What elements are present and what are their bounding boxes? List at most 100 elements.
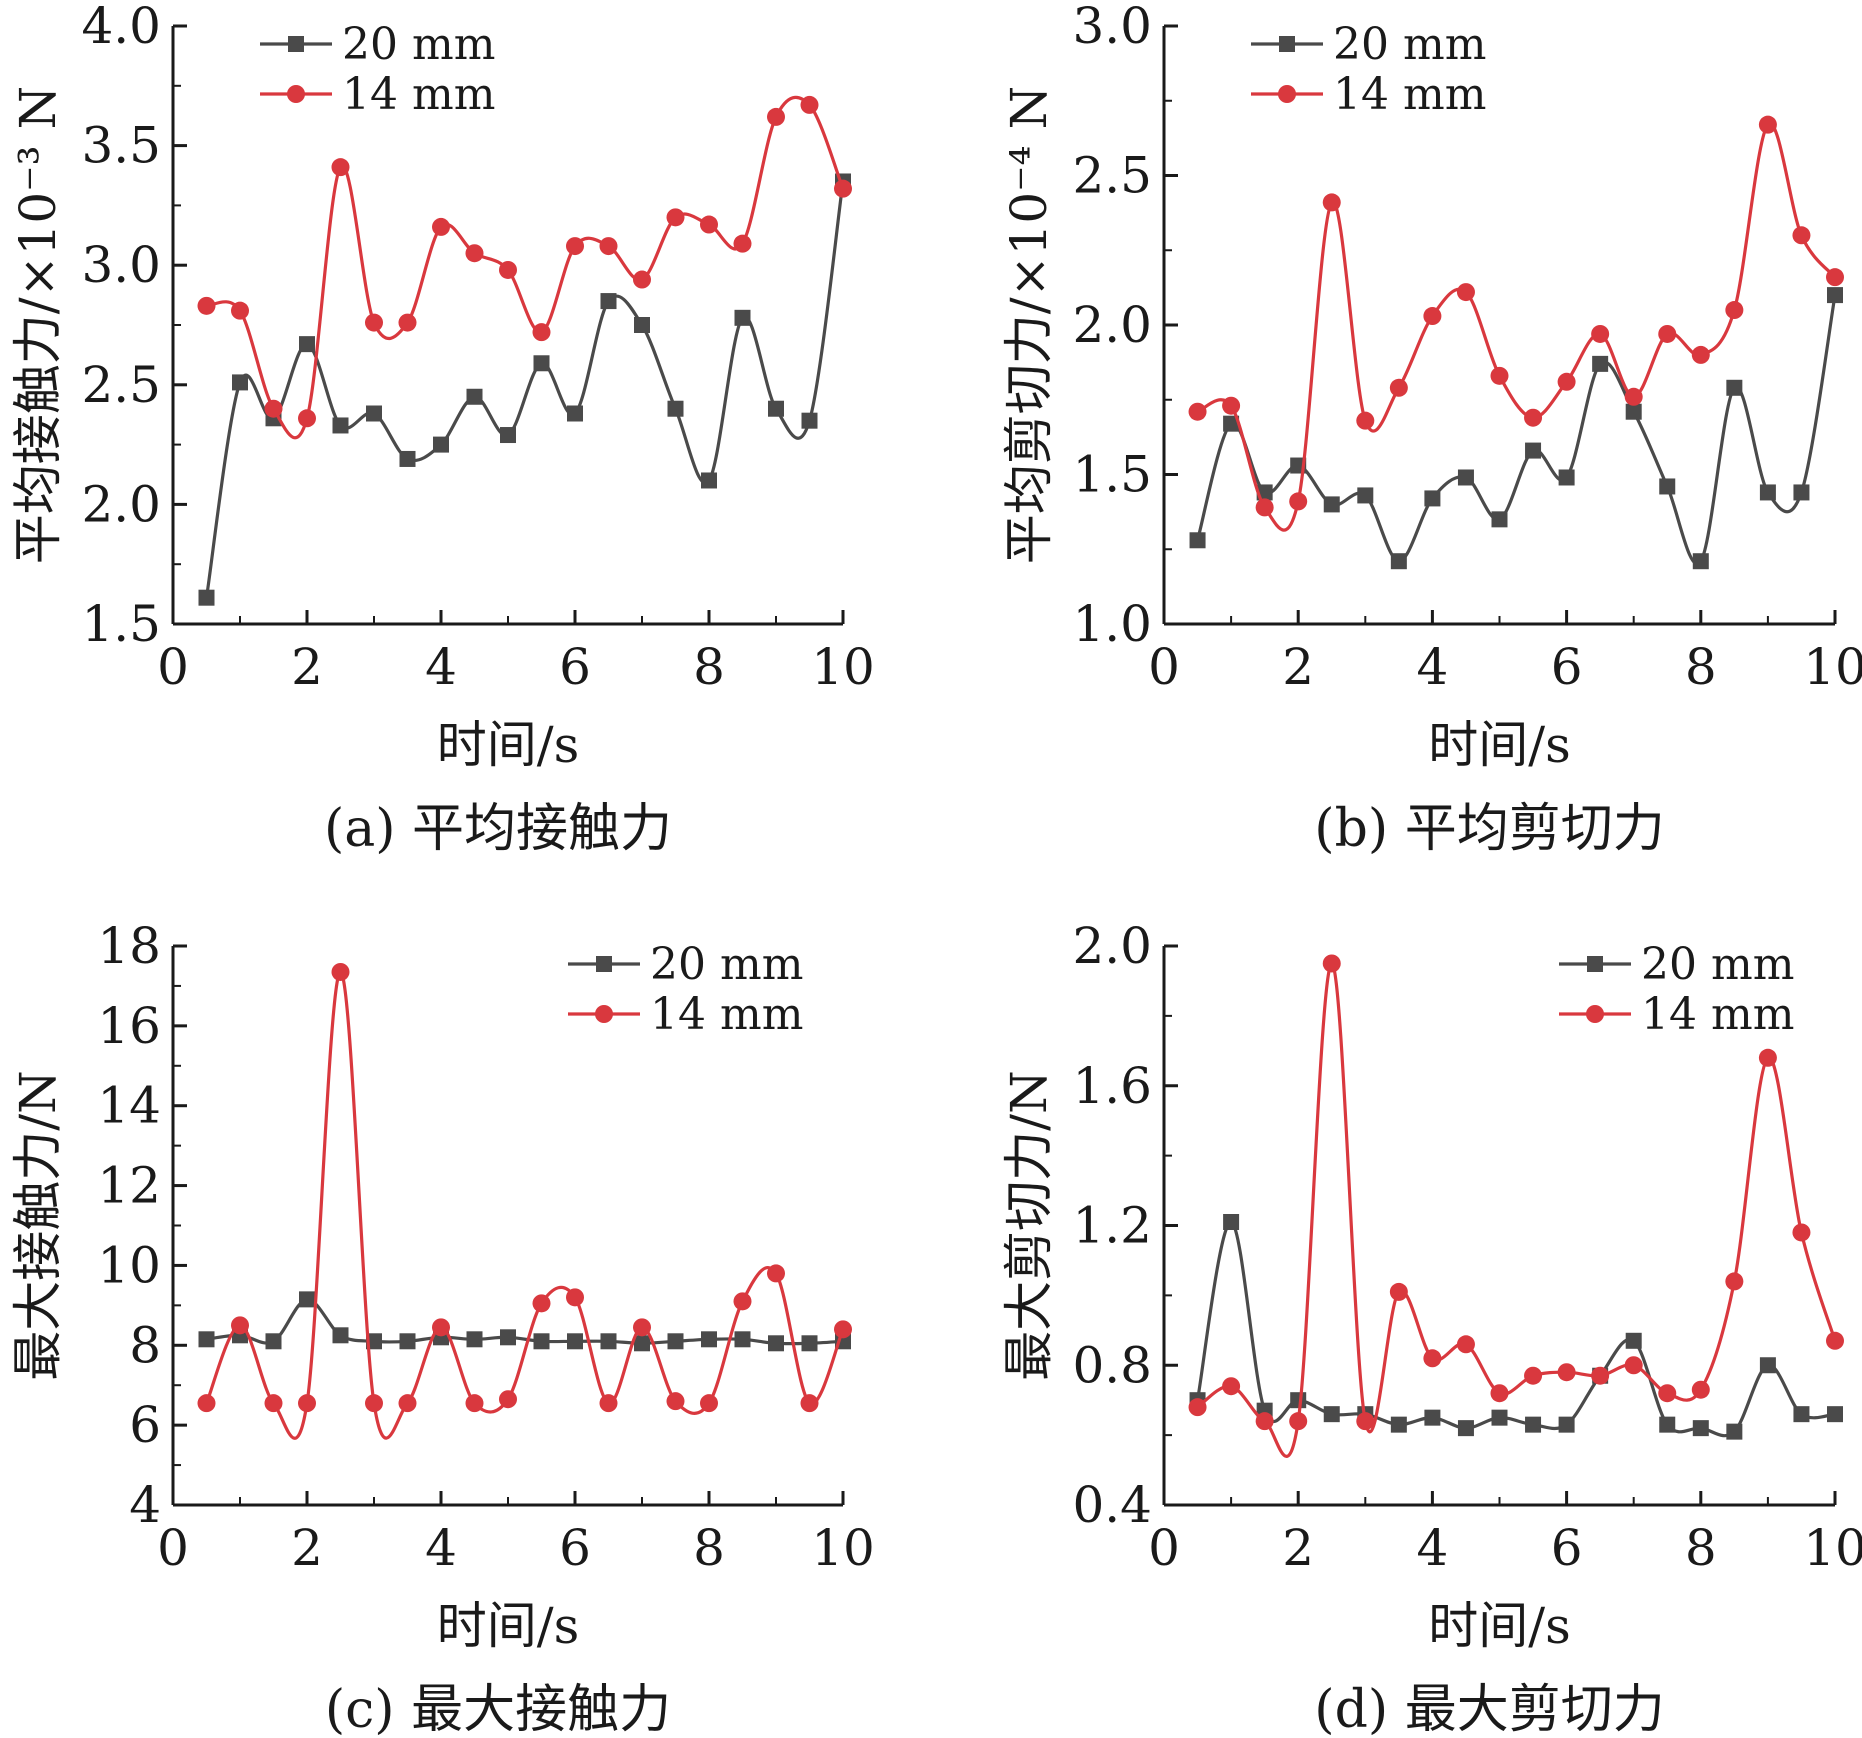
data-point-circle xyxy=(800,1394,819,1413)
legend-marker-circle xyxy=(1278,85,1296,103)
x-tick-label: 10 xyxy=(1803,1519,1862,1577)
y-tick-label: 3.0 xyxy=(81,236,161,294)
data-point-circle xyxy=(767,1264,785,1283)
x-tick-label: 10 xyxy=(811,1519,875,1577)
data-point-circle xyxy=(532,1294,551,1313)
data-point-circle xyxy=(733,1292,752,1311)
data-point-square xyxy=(734,309,751,326)
legend-label: 20 mm xyxy=(650,939,803,990)
y-tick-label: 14 xyxy=(97,1077,161,1135)
data-point-square xyxy=(667,400,684,417)
y-tick-label: 1.5 xyxy=(81,595,161,653)
data-point-circle xyxy=(1322,193,1341,212)
data-point-square xyxy=(1827,1406,1843,1423)
data-point-circle xyxy=(1826,1331,1844,1350)
data-point-square xyxy=(366,405,382,422)
y-tick-label: 12 xyxy=(97,1157,161,1215)
data-point-square xyxy=(1323,496,1340,513)
data-point-square xyxy=(1390,1416,1407,1433)
y-tick-label: 16 xyxy=(97,997,161,1055)
data-point-circle xyxy=(700,215,718,234)
data-point-circle xyxy=(566,237,584,256)
x-tick-label: 0 xyxy=(1148,1519,1180,1577)
data-point-square xyxy=(1692,1420,1709,1437)
data-point-circle xyxy=(499,1390,517,1409)
data-point-circle xyxy=(231,301,249,320)
chart-caption: (a) 平均接触力 xyxy=(324,799,672,859)
data-point-circle xyxy=(767,107,785,126)
data-point-circle xyxy=(298,409,316,428)
data-point-circle xyxy=(1188,1398,1207,1417)
series-line-2 xyxy=(205,970,845,1440)
x-axis-title: 时间/s xyxy=(1428,716,1571,774)
chart-caption: (b) 平均剪切力 xyxy=(1314,799,1664,859)
x-tick-label: 2 xyxy=(1282,638,1314,696)
chart-4: 0 2 4 6 8 10 0.4 0.8 1.2 1.6 2.0 时间/s 最大剪切力/N (d) 最大剪… xyxy=(1000,917,1862,1738)
data-point-square xyxy=(701,1331,717,1348)
data-point-square xyxy=(1726,379,1743,396)
y-tick-label: 1.0 xyxy=(1072,595,1152,653)
x-tick-label: 6 xyxy=(559,1519,591,1577)
data-point-square xyxy=(634,317,650,333)
data-point-circle xyxy=(365,313,383,332)
data-point-circle xyxy=(1624,387,1643,406)
data-point-square xyxy=(1759,1357,1776,1374)
data-point-square xyxy=(1793,484,1810,501)
chart-caption: (d) 最大剪切力 xyxy=(1314,1680,1664,1738)
data-point-circle xyxy=(1322,954,1341,973)
data-point-square xyxy=(232,374,248,391)
data-point-square xyxy=(1189,532,1206,549)
data-point-circle xyxy=(465,244,484,263)
data-point-circle xyxy=(1356,411,1375,430)
data-point-circle xyxy=(1624,1356,1643,1375)
y-tick-label: 10 xyxy=(97,1236,161,1294)
x-tick-label: 0 xyxy=(157,1519,189,1577)
data-point-circle xyxy=(1524,408,1543,427)
x-tick-label: 2 xyxy=(1282,1519,1314,1577)
data-point-circle xyxy=(432,1318,450,1337)
data-point-circle xyxy=(331,962,350,981)
data-point-circle xyxy=(1490,1384,1509,1403)
data-point-circle xyxy=(733,234,752,253)
x-tick-label: 8 xyxy=(1685,1519,1717,1577)
data-point-circle xyxy=(1490,366,1509,385)
data-point-circle xyxy=(1289,1412,1308,1431)
data-point-circle xyxy=(1658,324,1677,343)
data-point-square xyxy=(1357,487,1374,504)
data-point-circle xyxy=(1524,1366,1543,1385)
data-point-circle xyxy=(834,179,852,198)
data-point-square xyxy=(567,405,583,422)
data-point-square xyxy=(198,1331,215,1348)
data-point-square xyxy=(466,388,483,405)
series-line-2 xyxy=(1196,961,1837,1458)
x-tick-label: 8 xyxy=(1685,638,1717,696)
data-point-square xyxy=(1726,1423,1743,1440)
data-point-circle xyxy=(1423,307,1442,326)
data-point-square xyxy=(801,1335,818,1352)
data-point-square xyxy=(768,400,784,417)
data-point-square xyxy=(1223,1214,1240,1231)
x-axis-title: 时间/s xyxy=(437,716,580,774)
data-point-circle xyxy=(264,1394,283,1413)
x-tick-label: 2 xyxy=(291,638,323,696)
data-point-circle xyxy=(432,217,450,236)
x-axis-title: 时间/s xyxy=(1428,1597,1571,1655)
data-point-square xyxy=(1424,1409,1441,1426)
x-tick-label: 6 xyxy=(559,638,591,696)
data-point-square xyxy=(1827,287,1843,304)
data-point-circle xyxy=(1557,372,1576,391)
legend-label: 14 mm xyxy=(650,989,803,1040)
y-tick-label: 2.5 xyxy=(1072,147,1152,205)
data-point-square xyxy=(734,1331,751,1348)
x-axis-title: 时间/s xyxy=(437,1597,580,1655)
y-tick-label: 0.4 xyxy=(1072,1476,1152,1534)
data-point-circle xyxy=(1758,1048,1777,1067)
data-point-square xyxy=(299,1291,315,1308)
x-tick-label: 10 xyxy=(1803,638,1862,696)
data-point-square xyxy=(500,427,516,444)
y-axis-title: 最大剪切力/N xyxy=(1000,1070,1058,1381)
data-point-circle xyxy=(1456,283,1475,302)
data-point-circle xyxy=(331,158,350,177)
x-tick-label: 6 xyxy=(1551,638,1583,696)
